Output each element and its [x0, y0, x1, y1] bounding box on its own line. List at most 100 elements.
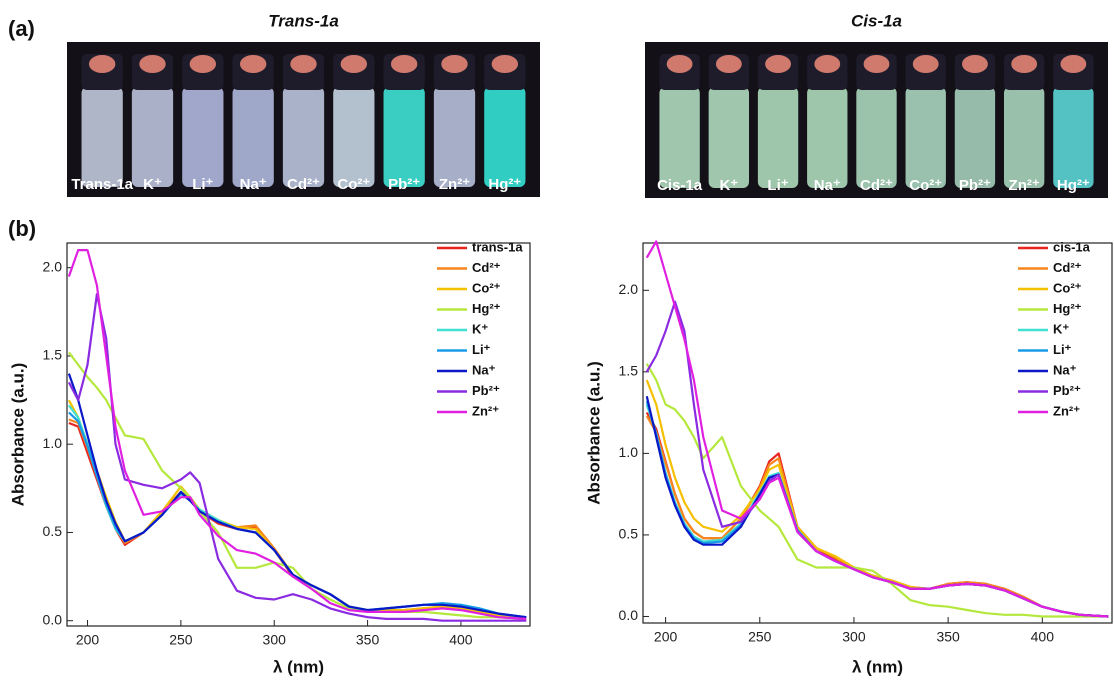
- y-axis-label: Absorbance (a.u.): [8, 363, 27, 507]
- vial-cap-top: [765, 55, 791, 73]
- vial-label: Hg²⁺: [488, 176, 521, 193]
- vial-label: Co²⁺: [337, 176, 370, 193]
- y-tick-label: 1.0: [43, 435, 63, 451]
- legend-label: Na⁺: [1053, 362, 1077, 377]
- y-tick-label: 2.0: [43, 258, 63, 274]
- vial-label: Cis-1a: [657, 177, 703, 194]
- legend-label: Cd²⁺: [1053, 260, 1082, 275]
- vial: [905, 87, 946, 188]
- vial-label: Co²⁺: [909, 177, 942, 194]
- x-tick-label: 350: [936, 629, 960, 645]
- vial: [81, 87, 123, 187]
- vial: [232, 87, 274, 187]
- legend-label: Hg²⁺: [1053, 301, 1082, 316]
- vial-label: Zn²⁺: [1009, 177, 1040, 194]
- vial: [1003, 87, 1045, 188]
- y-tick-label: 1.5: [43, 347, 63, 363]
- vial: [856, 87, 897, 188]
- series-line: [645, 379, 1109, 618]
- vial-cap-top: [189, 55, 217, 73]
- photo-title: Trans-1a: [268, 11, 339, 30]
- plot-frame: [66, 242, 531, 627]
- legend-label: Zn²⁺: [1053, 403, 1080, 418]
- x-tick-label: 200: [654, 629, 678, 645]
- legend-label: Hg²⁺: [472, 301, 501, 316]
- x-axis-label: λ (nm): [273, 657, 324, 676]
- legend-label: Co²⁺: [1053, 280, 1082, 295]
- legend-label: Zn²⁺: [472, 403, 499, 418]
- vial: [131, 87, 174, 187]
- legend-label: Co²⁺: [472, 280, 501, 295]
- legend-label: Na⁺: [472, 362, 496, 377]
- vial-label: Li⁺: [767, 177, 788, 194]
- vial-cap-top: [139, 55, 166, 73]
- series-line: [67, 249, 527, 620]
- vial: [433, 87, 476, 187]
- panel-label: (a): [8, 16, 35, 41]
- photo-title: Cis-1a: [851, 11, 902, 30]
- y-tick-label: 2.0: [619, 281, 639, 297]
- series-line: [68, 421, 527, 619]
- vial: [282, 87, 325, 187]
- vial-cap-top: [491, 55, 519, 73]
- y-tick-label: 0.0: [619, 607, 639, 623]
- series-line: [67, 399, 527, 619]
- series-line: [645, 363, 1109, 618]
- series-line: [67, 373, 527, 619]
- x-axis-label: λ (nm): [852, 657, 903, 676]
- legend-label: Pb²⁺: [472, 383, 500, 398]
- vial-label: Pb²⁺: [388, 176, 420, 193]
- vial-cap-top: [390, 55, 418, 73]
- vial-cap-top: [962, 55, 988, 73]
- vial-cap-top: [715, 55, 742, 73]
- legend-label: Cd²⁺: [472, 260, 501, 275]
- y-tick-label: 1.0: [619, 444, 639, 460]
- vial-label: Cd²⁺: [287, 176, 320, 193]
- series-line: [68, 411, 527, 619]
- vial-label: Na⁺: [814, 177, 841, 194]
- plot-frame: [642, 242, 1113, 624]
- vial-cap-top: [863, 55, 890, 73]
- vial-cap-top: [666, 55, 693, 73]
- vial-label: Li⁺: [192, 176, 213, 193]
- x-tick-label: 300: [263, 632, 287, 648]
- vial-cap-top: [912, 55, 939, 73]
- vial: [1053, 87, 1094, 188]
- vial-cap-top: [340, 55, 368, 73]
- vial-label: Na⁺: [240, 176, 267, 193]
- y-axis-label: Absorbance (a.u.): [584, 361, 603, 505]
- vial: [333, 87, 375, 187]
- vial-label: Cd²⁺: [860, 177, 893, 194]
- series-line: [645, 300, 1109, 618]
- x-tick-label: 200: [76, 632, 100, 648]
- vial-cap-top: [814, 55, 841, 73]
- panel-label: (b): [8, 216, 36, 241]
- legend-label: cis-1a: [1053, 239, 1091, 254]
- vial-cap-top: [1011, 55, 1038, 73]
- vial-label: K⁺: [719, 177, 738, 194]
- y-tick-label: 0.5: [43, 523, 63, 539]
- vial-cap-top: [290, 55, 317, 73]
- x-tick-label: 400: [449, 632, 473, 648]
- vial-label: Zn²⁺: [439, 176, 470, 193]
- vial-cap-top: [1060, 55, 1087, 73]
- x-tick-label: 400: [1031, 629, 1055, 645]
- vial: [484, 87, 526, 187]
- vial: [659, 87, 700, 188]
- vial-label: Trans-1a: [71, 176, 133, 193]
- legend-label: Li⁺: [472, 342, 491, 357]
- vial-label: Hg²⁺: [1057, 177, 1090, 194]
- series-line: [68, 418, 527, 619]
- vial: [383, 87, 425, 187]
- x-tick-label: 300: [842, 629, 866, 645]
- vial-cap-top: [88, 55, 116, 73]
- vial-cap-top: [441, 55, 468, 73]
- series-line: [645, 240, 1109, 618]
- x-tick-label: 250: [748, 629, 772, 645]
- vial-label: K⁺: [143, 176, 162, 193]
- vial: [182, 87, 224, 187]
- x-tick-label: 350: [356, 632, 380, 648]
- y-tick-label: 0.5: [619, 526, 639, 542]
- legend-label: trans-1a: [472, 239, 523, 254]
